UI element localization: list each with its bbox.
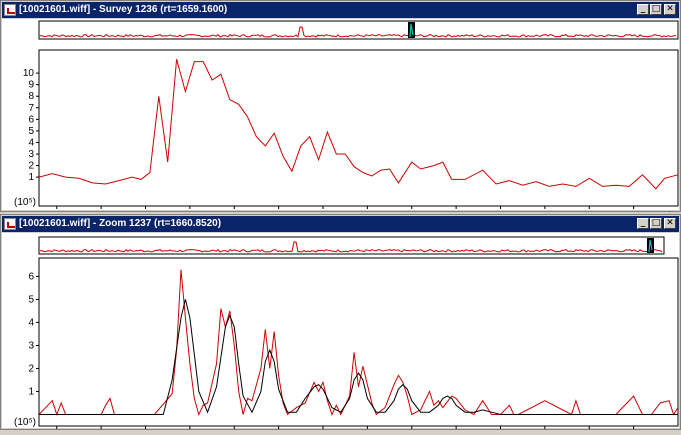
maximize-button[interactable]: □ (650, 218, 662, 229)
x-tick-label: 807.5 (222, 211, 247, 212)
x-tick-label: 806.0 (89, 211, 114, 212)
y-tick-label: 3 (28, 340, 34, 351)
y-tick-label: 5 (28, 126, 34, 137)
y-tick-label: 7 (28, 103, 34, 114)
maximize-button[interactable]: □ (650, 4, 662, 15)
y-tick-label: 10 (23, 68, 35, 79)
zoom-chart[interactable]: 123456(10⁵)805.5806.0806.5807.0807.5808.… (2, 233, 681, 430)
x-tick-label: 812.0 (621, 211, 646, 212)
zoom-window-title: [10021601.wiff] - Zoom 1237 (rt=1660.852… (19, 216, 221, 232)
y-axis-unit-label: (10⁵) (14, 197, 36, 208)
y-tick-label: 6 (28, 271, 34, 282)
y-tick-label: 2 (28, 161, 34, 172)
y-tick-label: 8 (28, 91, 34, 102)
x-tick-label: 808.0 (266, 211, 291, 212)
x-tick-label: 811.0 (533, 211, 558, 212)
x-tick-label: 811.5 (577, 211, 602, 212)
y-tick-label: 5 (28, 294, 34, 305)
chart-window-icon[interactable] (4, 218, 16, 230)
zoom-plot-area: 123456(10⁵)805.5806.0806.5807.0807.5808.… (2, 233, 679, 428)
close-button[interactable]: ✕ (664, 218, 676, 229)
minimize-button[interactable]: _ (637, 218, 649, 229)
x-tick-label: 807.0 (177, 211, 202, 212)
zoom-title-bar[interactable]: [10021601.wiff] - Zoom 1237 (rt=1660.852… (2, 216, 679, 232)
y-tick-label: 4 (28, 317, 34, 328)
x-tick-label: 810.5 (488, 211, 513, 212)
chart-window-icon[interactable] (4, 4, 16, 16)
survey-title-bar[interactable]: [10021601.wiff] - Survey 1236 (rt=1659.1… (2, 2, 679, 18)
x-tick-label: 809.5 (399, 211, 424, 212)
y-tick-label: 9 (28, 80, 34, 91)
y-tick-label: 6 (28, 114, 34, 125)
y-axis-unit-label: (10⁵) (14, 417, 36, 428)
y-tick-label: 1 (28, 386, 34, 397)
y-tick-label: 2 (28, 363, 34, 374)
minimize-button[interactable]: _ (637, 4, 649, 15)
x-tick-label: 805.5 (44, 211, 69, 212)
x-tick-label: 809.0 (355, 211, 380, 212)
survey-window: [10021601.wiff] - Survey 1236 (rt=1659.1… (0, 0, 681, 212)
x-tick-label: 808.5 (310, 211, 335, 212)
x-axis-label: m/z (659, 211, 675, 212)
close-button[interactable]: ✕ (664, 4, 676, 15)
y-tick-label: 1 (28, 172, 34, 183)
zoom-window: [10021601.wiff] - Zoom 1237 (rt=1660.852… (0, 214, 681, 430)
x-tick-label: 810.0 (444, 211, 469, 212)
y-tick-label: 3 (28, 149, 34, 160)
survey-window-title: [10021601.wiff] - Survey 1236 (rt=1659.1… (19, 2, 227, 18)
x-tick-label: 806.5 (133, 211, 158, 212)
y-tick-label: 4 (28, 137, 34, 148)
zoom-plot-frame[interactable] (39, 258, 678, 426)
